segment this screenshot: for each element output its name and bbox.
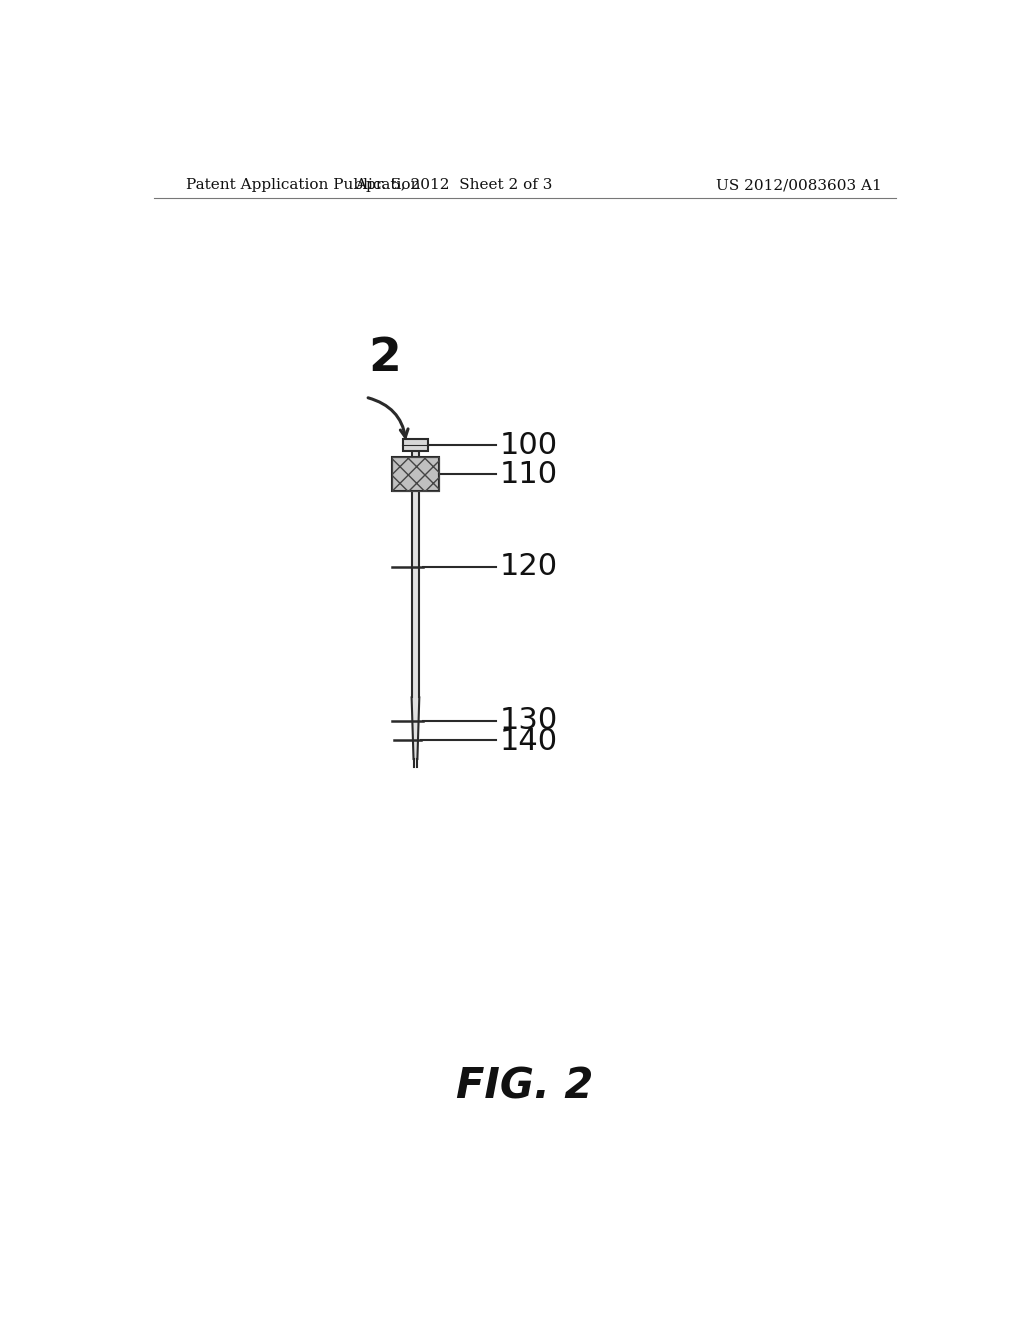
Polygon shape: [412, 697, 419, 759]
Text: 2: 2: [369, 337, 401, 381]
Bar: [392, 457, 438, 491]
Text: US 2012/0083603 A1: US 2012/0083603 A1: [716, 178, 882, 193]
Text: 130: 130: [500, 706, 558, 735]
Bar: [392, 457, 438, 491]
Text: 120: 120: [500, 552, 558, 581]
Bar: [412, 451, 419, 697]
Text: FIG. 2: FIG. 2: [456, 1065, 594, 1107]
Text: 100: 100: [500, 432, 558, 461]
Text: Patent Application Publication: Patent Application Publication: [186, 178, 421, 193]
Text: Apr. 5, 2012  Sheet 2 of 3: Apr. 5, 2012 Sheet 2 of 3: [355, 178, 553, 193]
Text: 140: 140: [500, 727, 558, 756]
Bar: [403, 440, 428, 451]
Text: 110: 110: [500, 459, 558, 488]
